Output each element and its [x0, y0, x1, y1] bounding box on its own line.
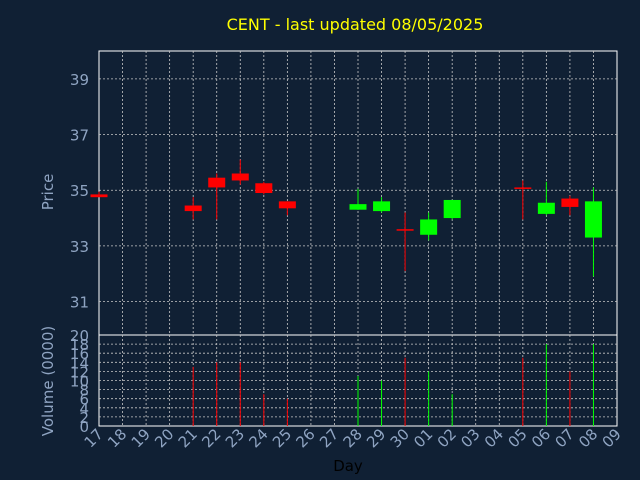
- x-tick-label: 25: [269, 425, 295, 451]
- price-axis-label: Price: [39, 174, 57, 211]
- x-axis-label: Day: [333, 457, 363, 475]
- x-tick-label: 19: [128, 425, 154, 451]
- x-tick-label: 18: [104, 425, 130, 451]
- x-tick-label: 07: [552, 425, 578, 451]
- candle-body: [349, 204, 367, 210]
- volume-tick-label: 20: [70, 327, 89, 345]
- x-tick-label: 23: [222, 425, 248, 451]
- x-tick-label: 20: [151, 425, 177, 451]
- volume-tick-label: 6: [79, 391, 89, 409]
- volume-tick-label: 10: [70, 373, 89, 391]
- x-ticks: 1718192021222324252627282930010203040506…: [81, 425, 625, 451]
- candle-body: [90, 194, 108, 198]
- price-tick-label: 33: [70, 238, 89, 256]
- candle-body: [184, 205, 202, 212]
- x-tick-label: 28: [340, 425, 366, 451]
- volume-axis-label: Volume (0000): [39, 326, 57, 436]
- candle-body: [208, 177, 226, 188]
- volume-tick-label: 16: [70, 345, 89, 363]
- price-ticks: 31 33 35 37 39: [70, 71, 89, 312]
- candle-body: [561, 198, 579, 207]
- candle-body: [537, 202, 555, 214]
- x-tick-label: 01: [410, 425, 436, 451]
- candle-body: [231, 173, 249, 181]
- candle-body: [255, 183, 273, 193]
- volume-tick-label: 14: [70, 354, 89, 372]
- candle-body: [373, 201, 391, 212]
- x-tick-label: 06: [528, 425, 554, 451]
- candle-body: [278, 201, 296, 209]
- volume-tick-label: 18: [70, 336, 89, 354]
- x-tick-label: 29: [363, 425, 389, 451]
- candles: [90, 159, 602, 277]
- volume-tick-label: 8: [79, 382, 89, 400]
- volume-tick-label: 2: [79, 409, 89, 427]
- chart-title: CENT - last updated 08/05/2025: [227, 15, 484, 34]
- x-tick-label: 04: [481, 425, 507, 451]
- x-tick-label: 09: [599, 425, 625, 451]
- x-tick-label: 08: [575, 425, 601, 451]
- x-tick-label: 21: [175, 425, 201, 451]
- volume-tick-label: 4: [79, 400, 89, 418]
- candle-body: [420, 219, 438, 235]
- x-tick-label: 26: [293, 425, 319, 451]
- candle-body: [584, 201, 602, 238]
- candle-body: [443, 199, 461, 219]
- volume-tick-label: 12: [70, 363, 89, 381]
- x-tick-label: 03: [457, 425, 483, 451]
- x-tick-label: 22: [198, 425, 224, 451]
- volume-tick-label: 0: [79, 418, 89, 436]
- price-tick-label: 35: [70, 182, 89, 200]
- volume-bars: [192, 344, 594, 426]
- x-tick-label: 02: [434, 425, 460, 451]
- x-tick-label: 05: [504, 425, 530, 451]
- price-tick-label: 37: [70, 127, 89, 145]
- candle-body: [514, 187, 532, 189]
- price-tick-label: 31: [70, 294, 89, 312]
- price-tick-label: 39: [70, 71, 89, 89]
- candle-body: [396, 229, 414, 231]
- x-tick-label: 27: [316, 425, 342, 451]
- x-tick-label: 30: [387, 425, 413, 451]
- x-tick-label: 24: [245, 425, 271, 451]
